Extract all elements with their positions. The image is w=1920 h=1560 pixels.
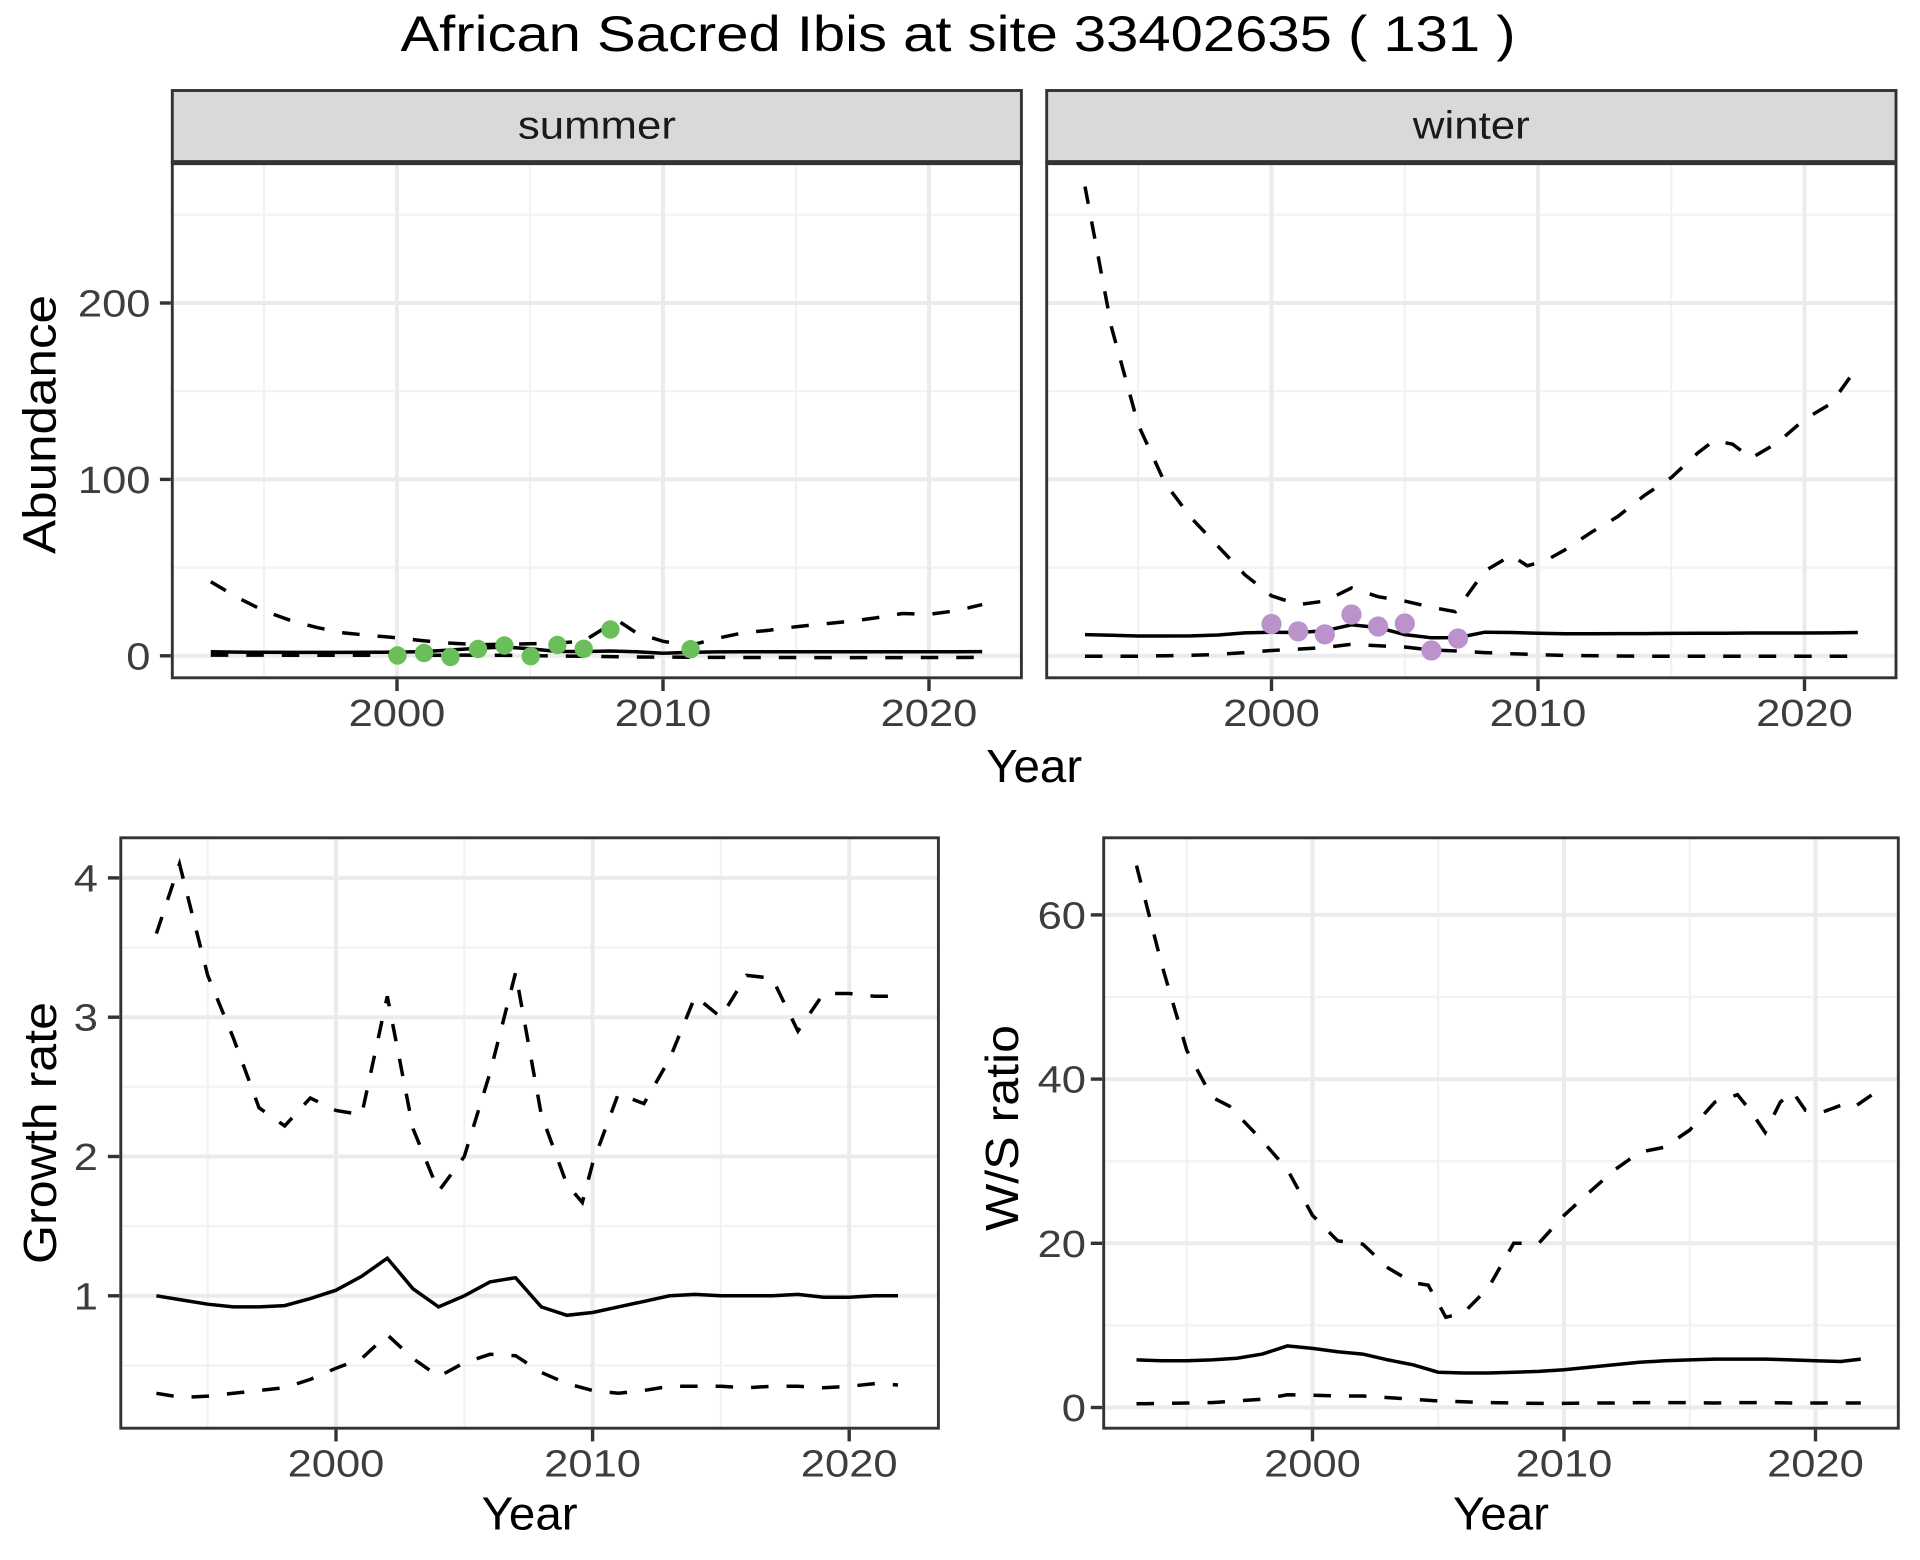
svg-text:3: 3 [74,998,98,1040]
svg-text:1: 1 [74,1276,98,1318]
svg-text:2020: 2020 [801,1443,898,1485]
svg-text:2000: 2000 [1223,693,1320,735]
svg-text:2010: 2010 [1490,693,1587,735]
svg-text:2000: 2000 [288,1443,385,1485]
svg-text:African Sacred Ibis at site 33: African Sacred Ibis at site 33402635 ( 1… [401,6,1516,62]
svg-text:60: 60 [1038,895,1086,937]
svg-text:W/S ratio: W/S ratio [976,1025,1028,1231]
svg-text:2010: 2010 [544,1443,641,1485]
svg-text:200: 200 [78,284,151,326]
svg-text:2000: 2000 [1264,1443,1361,1485]
svg-text:Year: Year [1453,1488,1549,1540]
svg-text:2010: 2010 [1516,1443,1613,1485]
svg-text:100: 100 [78,460,151,502]
svg-text:40: 40 [1038,1060,1086,1102]
svg-text:Abundance: Abundance [14,295,66,554]
svg-text:2: 2 [74,1137,98,1179]
svg-text:Growth rate: Growth rate [14,1002,66,1264]
svg-text:2020: 2020 [1767,1443,1864,1485]
svg-text:20: 20 [1038,1224,1086,1266]
svg-text:0: 0 [126,636,150,678]
svg-text:4: 4 [74,858,98,900]
svg-text:2000: 2000 [349,693,446,735]
svg-text:Year: Year [482,1488,578,1540]
svg-text:2020: 2020 [881,693,978,735]
svg-text:2020: 2020 [1756,693,1853,735]
svg-text:0: 0 [1062,1388,1086,1430]
svg-text:2010: 2010 [615,693,712,735]
svg-text:summer: summer [518,105,676,148]
svg-text:winter: winter [1412,105,1530,148]
svg-text:Year: Year [986,740,1082,792]
